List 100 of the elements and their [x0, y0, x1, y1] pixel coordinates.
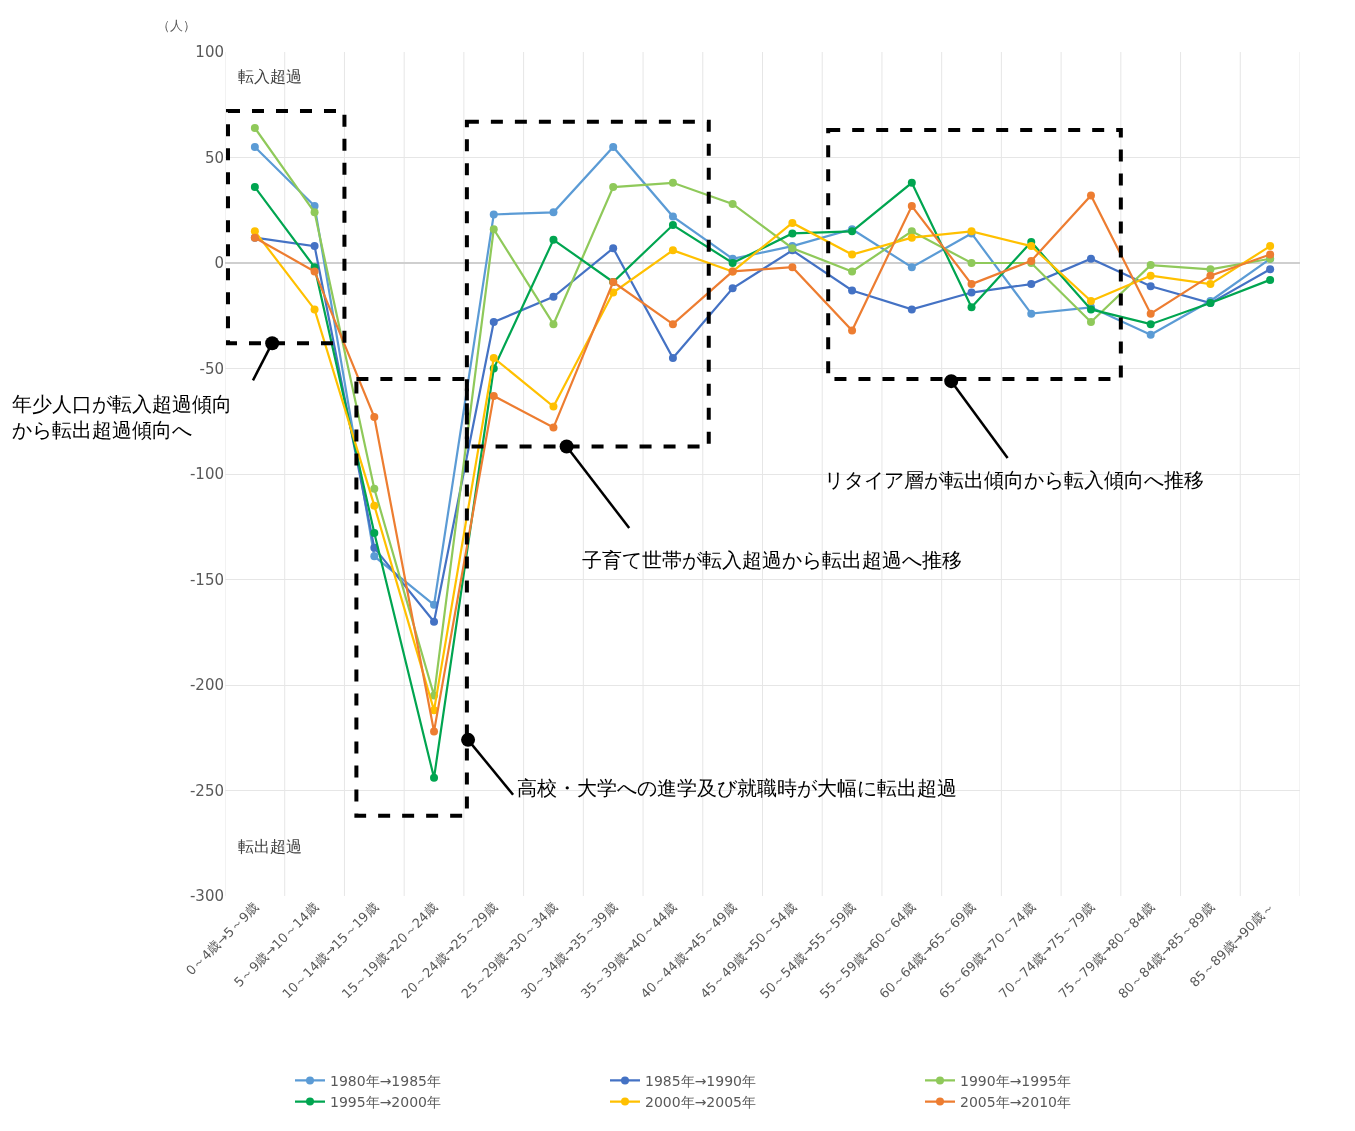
point: [788, 218, 797, 227]
point: [489, 225, 498, 234]
point: [668, 221, 677, 230]
point: [370, 529, 379, 538]
point: [907, 263, 916, 272]
point: [489, 353, 498, 362]
point: [310, 208, 319, 217]
point: [1027, 280, 1036, 289]
y-tick-label: -100: [189, 465, 224, 484]
point: [1206, 265, 1215, 274]
point: [310, 267, 319, 276]
point: [668, 246, 677, 255]
y-tick-label: 100: [195, 43, 224, 62]
legend-label: 1990年→1995年: [960, 1072, 1071, 1089]
point: [549, 235, 558, 244]
point: [430, 727, 439, 736]
point: [1146, 261, 1155, 270]
point: [609, 288, 618, 297]
point: [609, 183, 618, 192]
annotation: 転入超過: [238, 67, 302, 86]
point: [907, 178, 916, 187]
legend-label: 1985年→1990年: [645, 1072, 756, 1089]
point: [1146, 330, 1155, 339]
point: [1027, 242, 1036, 251]
point: [1027, 309, 1036, 318]
point: [1146, 271, 1155, 280]
point: [1206, 271, 1215, 280]
point: [250, 183, 259, 192]
point: [907, 202, 916, 211]
point: [668, 212, 677, 221]
point: [549, 208, 558, 217]
point: [1146, 309, 1155, 318]
point: [370, 552, 379, 561]
point: [489, 210, 498, 219]
point: [728, 259, 737, 267]
point: [549, 402, 558, 411]
point: [489, 318, 498, 327]
point: [967, 259, 976, 267]
point: [848, 326, 857, 335]
point: [370, 543, 379, 552]
point: [549, 320, 558, 329]
point: [788, 263, 797, 272]
point: [1146, 320, 1155, 329]
point: [967, 288, 976, 297]
point: [848, 267, 857, 276]
point: [1086, 254, 1095, 263]
y-tick-label: 0: [214, 254, 224, 273]
point: [250, 142, 259, 151]
point: [370, 501, 379, 510]
point: [907, 227, 916, 236]
point: [310, 305, 319, 314]
point: [967, 303, 976, 312]
legend-label: 1995年→2000年: [330, 1094, 441, 1111]
legend-label: 2005年→2010年: [960, 1094, 1071, 1111]
point: [370, 484, 379, 493]
point: [907, 305, 916, 314]
y-tick-label: 50: [204, 148, 224, 167]
y-tick-label: -300: [189, 887, 224, 906]
point: [250, 123, 259, 132]
point: [489, 391, 498, 400]
point: [430, 773, 439, 782]
point: [907, 233, 916, 242]
annotation: 転出超過: [238, 837, 302, 856]
point: [728, 284, 737, 293]
y-tick-label: -250: [189, 781, 224, 800]
annotation: 子育て世帯が転入超過から転出超過へ推移: [582, 548, 962, 572]
point: [1266, 265, 1275, 274]
point: [848, 286, 857, 295]
annotation: 高校・大学への進学及び就職時が大幅に転出超過: [517, 776, 957, 800]
point: [1266, 242, 1275, 251]
y-tick-label: -150: [189, 570, 224, 589]
point: [250, 227, 259, 236]
point: [668, 353, 677, 362]
point: [1266, 250, 1275, 259]
point: [668, 178, 677, 187]
point: [668, 320, 677, 329]
point: [1086, 191, 1095, 200]
point: [609, 244, 618, 253]
point: [609, 142, 618, 151]
annotation: 年少人口が転入超過傾向から転出超過傾向へ: [12, 392, 232, 442]
point: [1206, 280, 1215, 289]
point: [967, 280, 976, 289]
point: [728, 199, 737, 208]
point: [430, 617, 439, 626]
y-axis-title: （人）: [157, 18, 196, 33]
point: [549, 292, 558, 301]
annotation: リタイア層が転出傾向から転入傾向へ推移: [824, 468, 1204, 492]
point: [549, 423, 558, 432]
legend-label: 1980年→1985年: [330, 1072, 441, 1089]
point: [1146, 282, 1155, 291]
y-tick-label: -200: [189, 676, 224, 695]
legend-label: 2000年→2005年: [645, 1094, 756, 1111]
y-tick-label: -50: [199, 359, 224, 378]
point: [1086, 318, 1095, 327]
point: [788, 229, 797, 238]
point: [370, 413, 379, 422]
point: [1086, 296, 1095, 305]
point: [1266, 275, 1275, 284]
point: [848, 250, 857, 259]
point: [310, 242, 319, 251]
